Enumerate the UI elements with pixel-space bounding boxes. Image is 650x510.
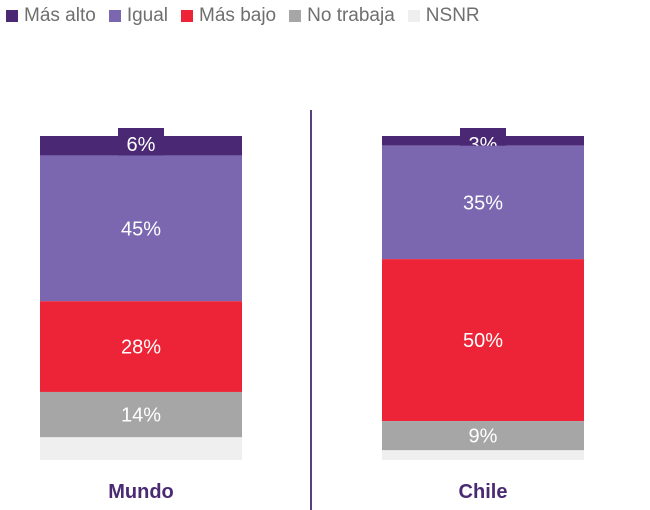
bar-segment-chile-2 xyxy=(382,259,584,422)
legend-label: Más alto xyxy=(24,5,96,26)
legend-item-3: No trabaja xyxy=(289,5,395,27)
legend-label: NSNR xyxy=(425,5,480,26)
legend-label: No trabaja xyxy=(307,5,395,26)
legend-swatch xyxy=(108,10,121,22)
bar-segment-chile-1 xyxy=(382,145,584,260)
bar-segment-mundo-3 xyxy=(40,391,242,438)
data-label: 50% xyxy=(463,330,503,352)
category-label: Chile xyxy=(459,481,508,503)
bar-segment-mundo-1 xyxy=(40,155,242,302)
legend-swatch xyxy=(407,10,420,22)
bar-segment-mundo-4 xyxy=(40,437,242,460)
value-badge xyxy=(118,128,164,160)
bar-segment-chile-3 xyxy=(382,421,584,451)
legend-label: Igual xyxy=(126,5,169,26)
legend-label: Más bajo xyxy=(199,5,277,26)
legend-item-2: Más bajo xyxy=(181,5,276,27)
bar-segment-chile-4 xyxy=(382,450,584,460)
data-label: 9% xyxy=(469,426,498,448)
bar-segment-mundo-2 xyxy=(40,301,242,392)
legend-item-0: Más alto xyxy=(6,5,96,27)
legend-swatch xyxy=(181,10,194,22)
data-label: 14% xyxy=(121,405,161,427)
legend-item-1: Igual xyxy=(108,5,169,27)
legend-item-4: NSNR xyxy=(407,5,480,27)
legend-swatch xyxy=(289,10,302,22)
category-label: Mundo xyxy=(108,481,174,503)
data-label: 35% xyxy=(463,192,503,214)
data-label: 45% xyxy=(121,218,161,240)
data-label: 6% xyxy=(127,134,156,156)
data-label: 28% xyxy=(121,337,161,359)
legend: Más alto Igual Más bajo No trabaja NSNR xyxy=(6,4,493,28)
legend-swatch xyxy=(6,10,18,22)
